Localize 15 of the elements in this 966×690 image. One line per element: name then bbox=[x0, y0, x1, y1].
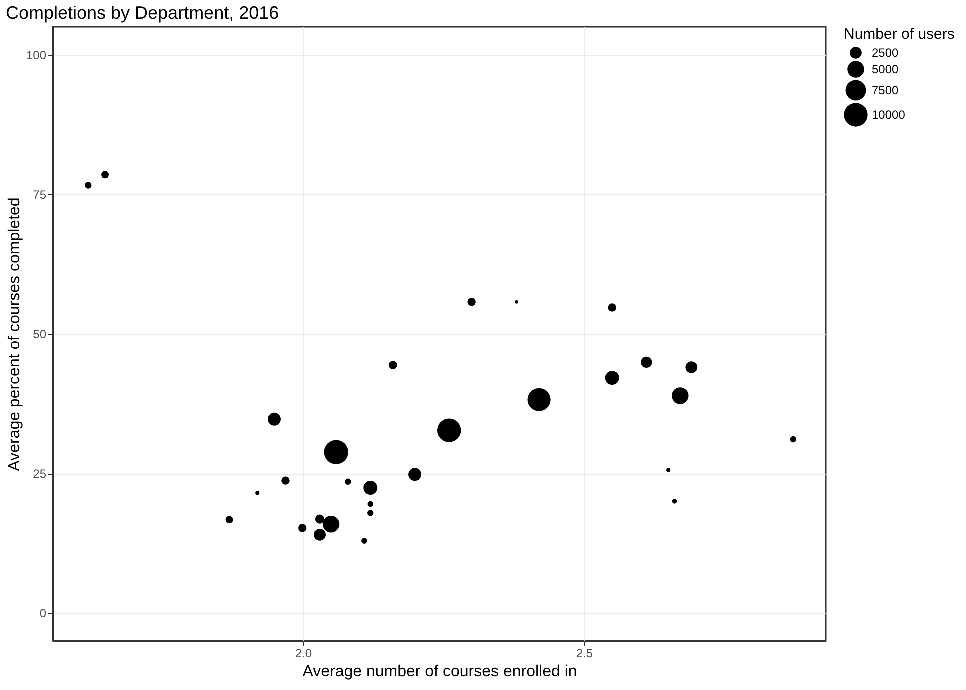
legend-title: Number of users bbox=[844, 26, 955, 43]
legend-label: 5000 bbox=[872, 62, 900, 76]
x-axis-title: Average number of courses enrolled in bbox=[302, 664, 578, 680]
y-tick-label: 25 bbox=[33, 467, 47, 482]
x-tick-label: 2.0 bbox=[295, 646, 312, 660]
chart-title: Completions by Department, 2016 bbox=[6, 3, 280, 23]
y-tick-label: 0 bbox=[40, 606, 47, 621]
y-axis-title: Average percent of courses completed bbox=[6, 198, 24, 472]
y-tick-label: 50 bbox=[33, 328, 47, 342]
y-tick-label: 100 bbox=[26, 48, 47, 62]
y-tick-label: 75 bbox=[33, 188, 47, 202]
legend-label: 2500 bbox=[872, 46, 900, 60]
x-tick-label: 2.5 bbox=[576, 646, 594, 660]
legend-label: 10000 bbox=[872, 108, 906, 122]
legend-label: 7500 bbox=[872, 84, 900, 98]
